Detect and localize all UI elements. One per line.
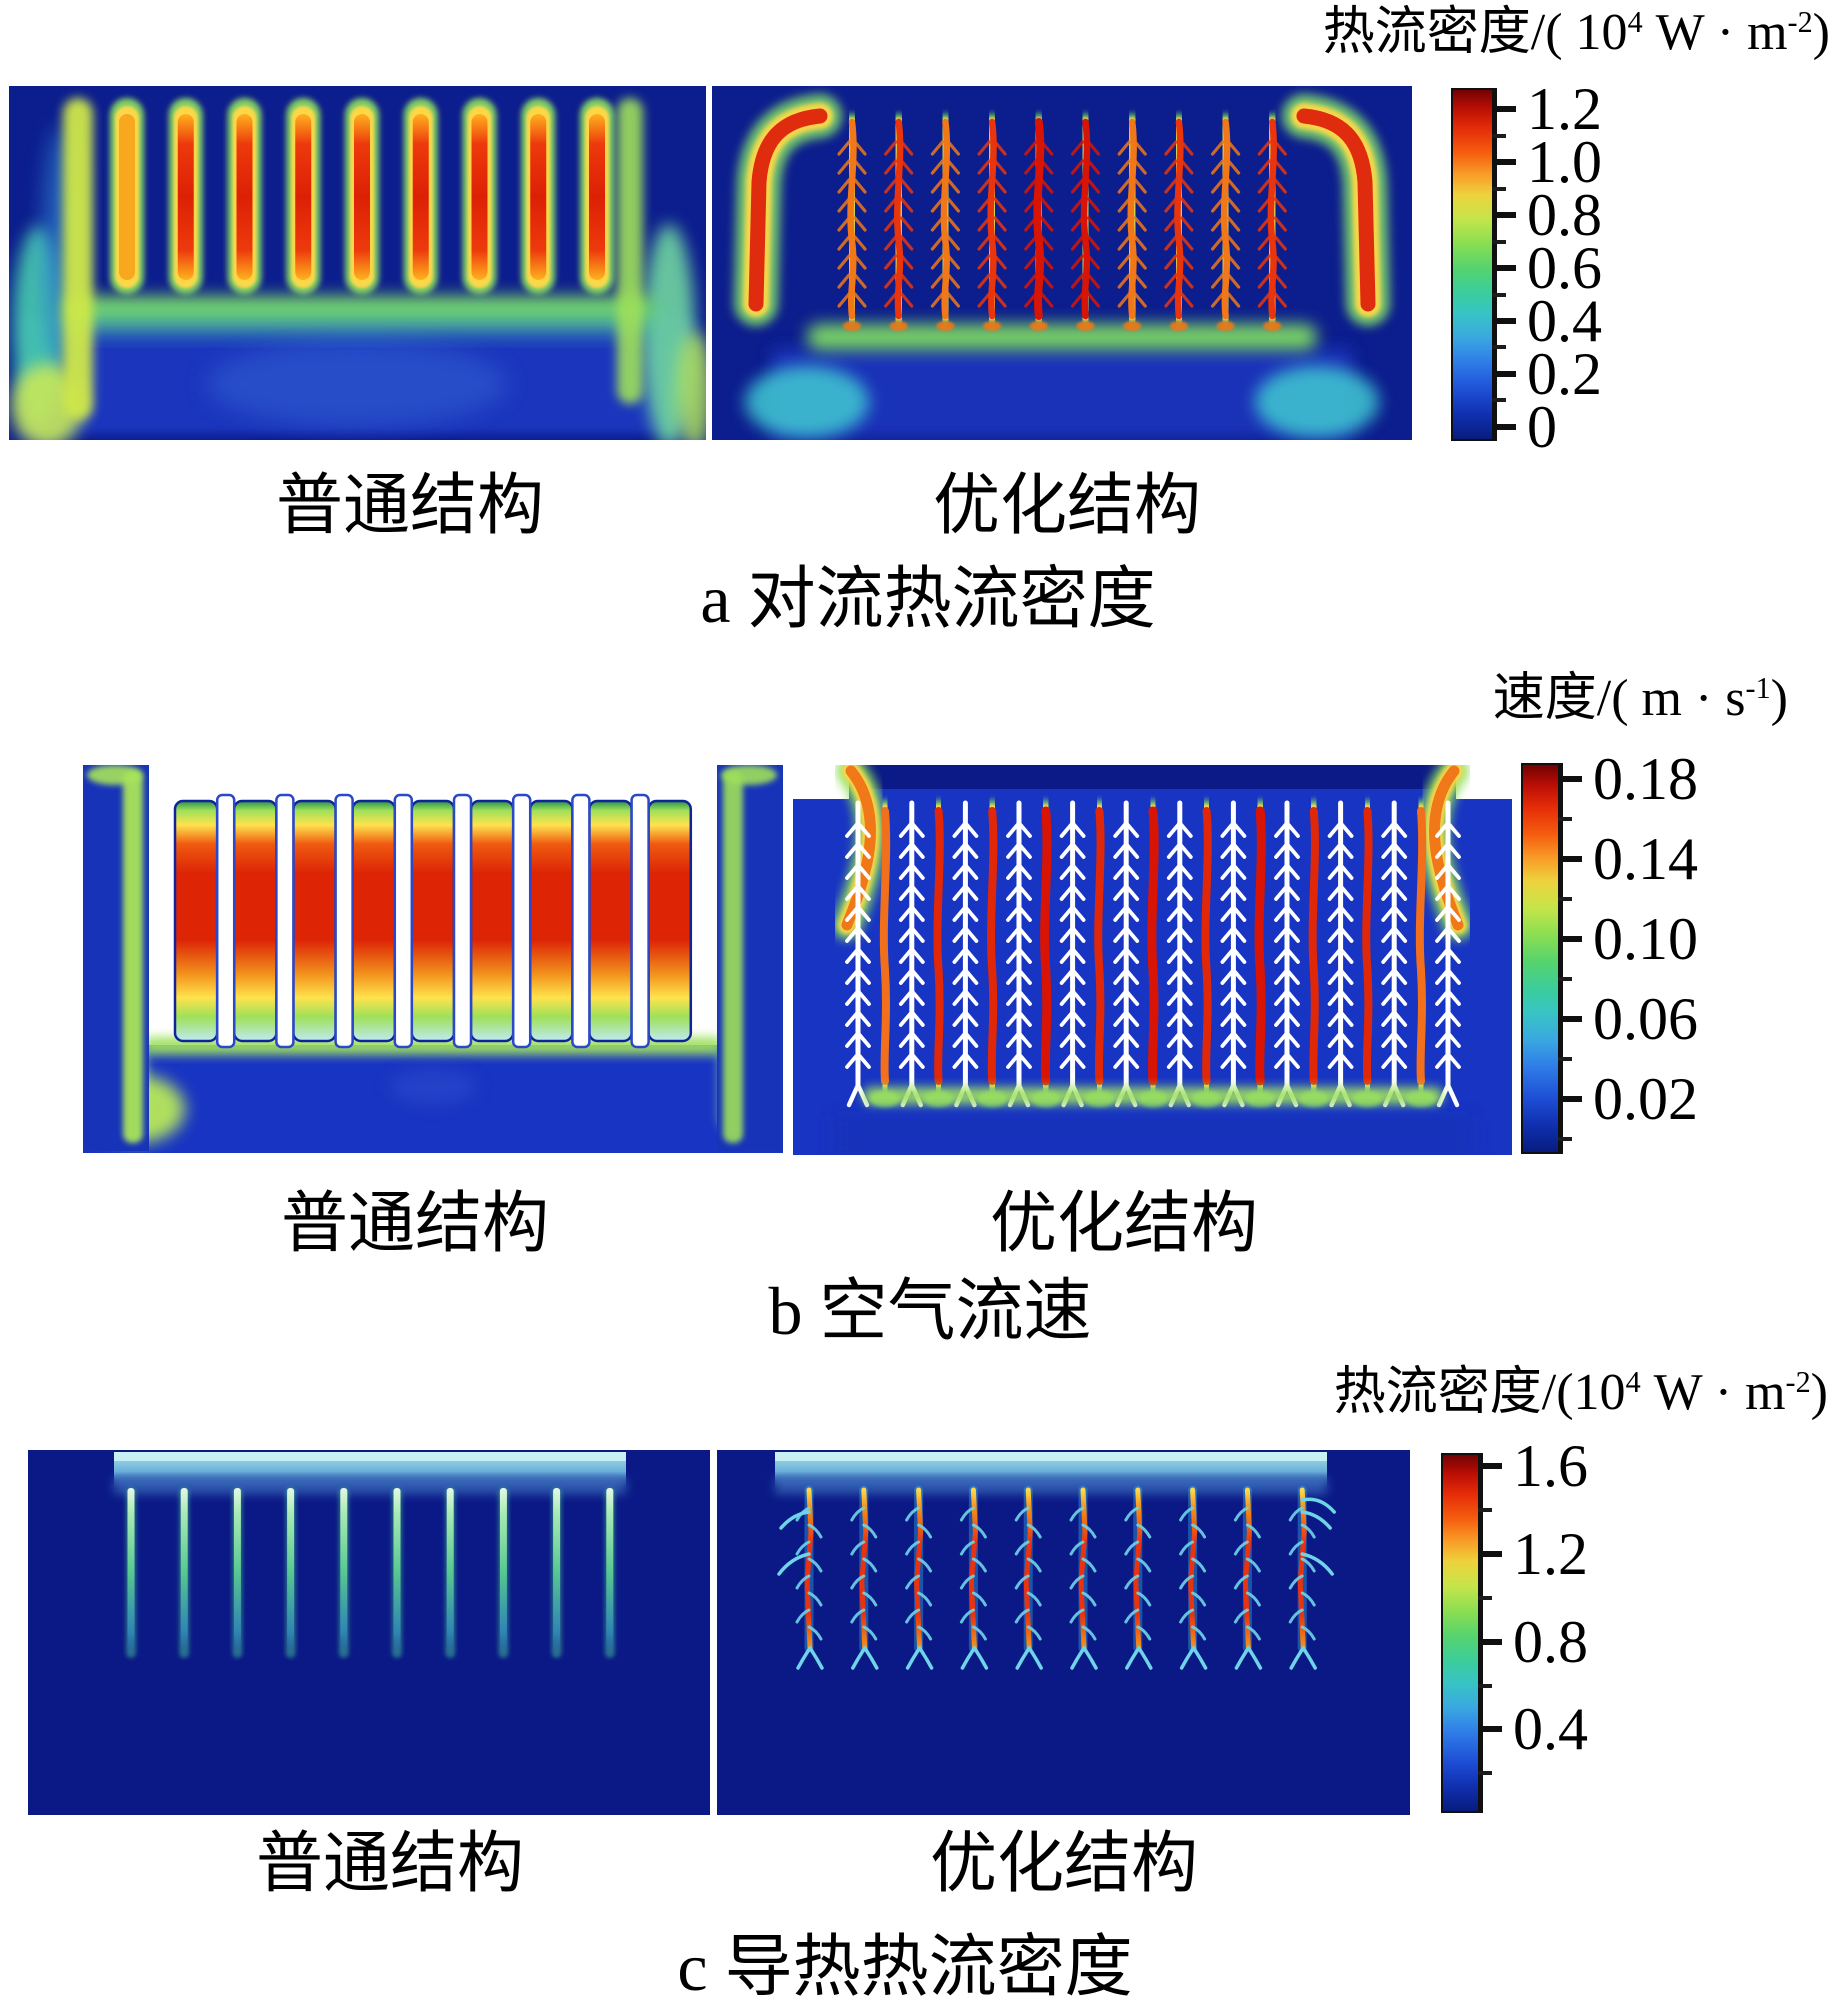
colorbar-tick-label: 1.0 [1527,129,1602,196]
colorbar-tick-label: 0.6 [1527,235,1602,302]
colorbar-tick [1492,265,1516,272]
colorbar-gradient-band [1451,88,1495,441]
colorbar-tick-label: 0.10 [1593,905,1698,972]
colorbar-tick [1478,1550,1502,1557]
title-superscript: -1 [1745,671,1771,706]
title-text: W · m [1640,1364,1786,1421]
colorbar-axis-line [1558,763,1563,1154]
colorbar-tick [1492,212,1516,219]
heatmap-optimized-structure-conductive [717,1450,1410,1815]
colorbar-air-velocity: 0.18 0.14 0.10 0.06 0.02 [1521,749,1771,1154]
colorbar-minor-tick [1492,345,1506,350]
heatmap-ordinary-structure-velocity [83,765,783,1153]
colorbar-axis-line [1478,1453,1483,1813]
colorbar-tick [1558,1096,1582,1103]
colorbar-tick [1478,1726,1502,1733]
colorbar-tick-label: 0.2 [1527,340,1602,407]
colorbar-tick-label: 1.2 [1513,1520,1588,1587]
colorbar-minor-tick [1492,292,1506,297]
colorbar-tick-label: 1.6 [1513,1432,1588,1499]
heatmap-optimized-structure-convective [712,86,1412,440]
colorbar-minor-tick [1492,398,1506,403]
colorbar-minor-tick [1558,896,1572,901]
colorbar-title-heat-flux-a: 热流密度/( 104 W · m-2) [1323,2,1830,64]
title-superscript: 4 [1627,5,1643,40]
colorbar-tick-label: 0.4 [1527,287,1602,354]
heatmap-ordinary-structure-convective [9,86,706,440]
heatmap-optimized-structure-velocity [793,765,1512,1155]
colorbar-tick-label: 1.2 [1527,76,1602,143]
colorbar-minor-tick [1478,1771,1492,1776]
colorbar-tick-label: 0.8 [1513,1608,1588,1675]
heatmap-canvas [83,765,783,1153]
colorbar-minor-tick [1558,977,1572,982]
title-text: ) [1770,670,1788,727]
colorbar-tick [1558,1016,1582,1023]
title-text: ) [1810,1364,1828,1421]
title-superscript: -2 [1785,1365,1811,1400]
colorbar-tick [1558,855,1582,862]
colorbar-tick-label: 0.02 [1593,1066,1698,1133]
colorbar-tick [1492,159,1516,166]
label-optimized-structure-b: 优化结构 [990,1187,1258,1261]
colorbar-tick [1492,106,1516,113]
panel-caption-b: b 空气流速 [768,1273,1092,1349]
label-optimized-structure-a: 优化结构 [933,469,1201,543]
colorbar-minor-tick [1492,239,1506,244]
colorbar-minor-tick [1478,1507,1492,1512]
panel-caption-c: c 导热热流密度 [677,1929,1133,2005]
colorbar-axis-line [1492,88,1497,441]
title-text: 速度/( m · s [1492,670,1746,727]
title-text: 热流密度/(10 [1333,1364,1626,1421]
title-text: 热流密度/( 10 [1322,4,1628,61]
colorbar-tick [1558,935,1582,942]
colorbar-tick-label: 0.14 [1593,825,1698,892]
colorbar-minor-tick [1492,133,1506,138]
colorbar-tick-label: 0.4 [1513,1696,1588,1763]
colorbar-tick [1478,1638,1502,1645]
colorbar-tick [1558,775,1582,782]
title-text: ) [1812,4,1830,61]
label-ordinary-structure-a: 普通结构 [276,469,544,543]
colorbar-minor-tick [1478,1595,1492,1600]
colorbar-minor-tick [1478,1683,1492,1688]
label-optimized-structure-c: 优化结构 [930,1827,1198,1901]
colorbar-tick [1478,1462,1502,1469]
colorbar-minor-tick [1558,1057,1572,1062]
label-ordinary-structure-b: 普通结构 [281,1187,549,1261]
title-superscript: 4 [1625,1365,1641,1400]
colorbar-title-velocity-b: 速度/( m · s-1) [1493,668,1788,730]
label-ordinary-structure-c: 普通结构 [256,1827,524,1901]
colorbar-minor-tick [1492,186,1506,191]
title-superscript: -2 [1787,5,1813,40]
colorbar-tick [1492,317,1516,324]
heatmap-canvas [9,86,706,440]
panel-caption-a: a 对流热流密度 [700,561,1156,637]
colorbar-minor-tick [1558,816,1572,821]
title-text: W · m [1642,4,1788,61]
heatmap-canvas [28,1450,710,1815]
colorbar-gradient-band [1441,1453,1481,1813]
colorbar-tick [1492,370,1516,377]
colorbar-convective-heat-flux: 1.2 1.0 0.8 0.6 0.4 0.2 0 [1451,79,1701,457]
colorbar-gradient-band [1521,763,1561,1154]
colorbar-tick [1492,423,1516,430]
colorbar-title-heat-flux-c: 热流密度/(104 W · m-2) [1334,1362,1828,1424]
colorbar-tick-label: 0 [1527,393,1557,460]
heatmap-canvas [793,765,1512,1155]
heatmap-ordinary-structure-conductive [28,1450,710,1815]
heatmap-canvas [712,86,1412,440]
colorbar-tick-label: 0.8 [1527,182,1602,249]
colorbar-tick-label: 0.06 [1593,986,1698,1053]
colorbar-tick-label: 0.18 [1593,745,1698,812]
colorbar-minor-tick [1558,1137,1572,1142]
heatmap-canvas [717,1450,1410,1815]
colorbar-conductive-heat-flux: 1.6 1.2 0.8 0.4 [1441,1436,1691,1813]
